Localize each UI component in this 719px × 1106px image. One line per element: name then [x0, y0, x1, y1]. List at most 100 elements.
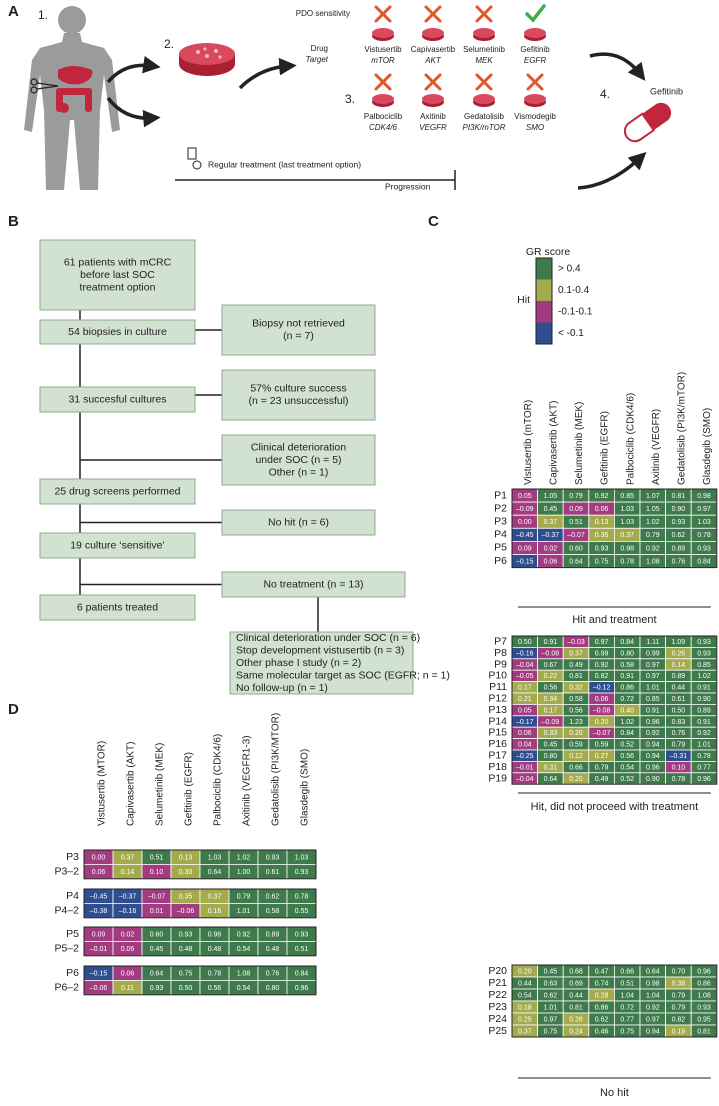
cell-value: 0.56: [208, 985, 222, 992]
cell-value: 0.85: [646, 696, 660, 703]
cell-value: 0.78: [697, 753, 711, 760]
main-box-text: 6 patients treated: [77, 601, 158, 613]
column-header: Gefitinib (EGFR): [600, 411, 611, 485]
cell-value: 0.93: [266, 855, 280, 862]
cross-stroke: [374, 5, 392, 23]
arrow: [589, 52, 646, 81]
group-label: Hit, did not proceed with treatment: [531, 801, 699, 813]
cell-value: 0.62: [595, 1016, 609, 1023]
cell-value: 0.50: [518, 639, 532, 646]
dish-icon: [524, 94, 546, 107]
insensitive-mark: [424, 5, 442, 23]
cell-value: 0.84: [697, 558, 711, 565]
cell-value: 0.97: [646, 673, 660, 680]
cell-value: 0.68: [569, 968, 583, 975]
cell-value: –0.07: [148, 894, 166, 901]
insensitive-mark: [424, 73, 442, 91]
cell-value: 0.96: [697, 968, 711, 975]
cell-value: 0.54: [237, 946, 251, 953]
cell-value: 0.72: [620, 696, 634, 703]
cell-value: 0.58: [266, 908, 280, 915]
row-label: P3–2: [54, 865, 79, 877]
pdo-sensitivity: PDO sensitivity: [296, 9, 350, 18]
cell-value: 0.98: [646, 980, 660, 987]
cell-value: 0.80: [544, 753, 558, 760]
cell-value: 0.44: [569, 992, 583, 999]
column-header: Axitinib (VEGFR): [651, 409, 662, 485]
cell-value: 0.24: [569, 1028, 583, 1035]
main-box-text: 31 succesful cultures: [68, 393, 166, 405]
legend-frame: [535, 257, 553, 345]
cell-value: –0.09: [516, 506, 534, 513]
row-label: P6: [66, 967, 79, 979]
cell-value: 0.66: [620, 968, 634, 975]
cross-stroke: [526, 73, 544, 91]
cell-value: 0.33: [544, 730, 558, 737]
cell-value: 1.09: [672, 639, 686, 646]
panel-label: D: [8, 701, 19, 718]
cell-value: 0.90: [672, 506, 686, 513]
step: 2.: [164, 37, 174, 51]
cell-value: 1.11: [646, 639, 659, 646]
row-label: P18: [488, 761, 507, 773]
side-box-text: Clinical deterioration: [251, 441, 346, 453]
cell-value: 1.08: [646, 558, 660, 565]
cell-value: –0.09: [542, 719, 560, 726]
cell-value: 0.58: [620, 662, 634, 669]
cell-value: 0.66: [569, 764, 583, 771]
dish-top: [473, 94, 495, 104]
drug-name: Axitinib: [420, 112, 446, 121]
main-box-text: 25 drug screens performed: [54, 485, 180, 497]
cell-value: 0.37: [121, 855, 135, 862]
dish-icon: [473, 94, 495, 107]
cell-value: 0.86: [697, 980, 711, 987]
cell-value: 0.93: [595, 545, 609, 552]
column-header: Selumetinib (MEK): [155, 743, 166, 826]
cell-value: 0.85: [697, 662, 711, 669]
organs: [56, 66, 93, 113]
main-box-text: 54 biopsies in culture: [68, 326, 167, 338]
arrow: [106, 96, 161, 128]
cell-value: 0.77: [697, 764, 711, 771]
cell-value: 0.94: [646, 753, 660, 760]
cell-value: 0.48: [179, 946, 193, 953]
cell-value: 0.49: [595, 776, 609, 783]
side-box: [221, 304, 376, 356]
cell-value: 0.26: [672, 650, 686, 657]
cell-value: –0.07: [567, 532, 585, 539]
column-header: Vistusertib (MTOR): [97, 741, 108, 826]
drug-name: Vistusertib: [364, 45, 402, 54]
cell-value: 0.97: [697, 506, 711, 513]
cell-value: 0.91: [544, 639, 558, 646]
cell-value: 0.62: [266, 894, 280, 901]
cell-value: 0.76: [672, 730, 686, 737]
cell-value: 0.96: [697, 776, 711, 783]
cell-value: 0.80: [620, 650, 634, 657]
row-label: P4–2: [54, 904, 79, 916]
cell-value: 0.69: [569, 980, 583, 987]
side-box-text: Same molecular target as SOC (EGFR; n = …: [236, 669, 450, 681]
row-label: P4: [66, 890, 79, 902]
cell-value: 0.56: [544, 685, 558, 692]
cell-value: 0.78: [697, 532, 711, 539]
cell-value: 0.13: [179, 855, 193, 862]
cell-value: 0.50: [179, 985, 193, 992]
cell-value: 0.19: [672, 1028, 686, 1035]
cell-value: 0.40: [620, 707, 634, 714]
side-box-text: under SOC (n = 5): [255, 454, 341, 466]
group-frame: [83, 849, 317, 880]
row-label: P14: [488, 715, 507, 727]
cell-value: 0.14: [121, 869, 135, 876]
cell-value: 1.04: [620, 992, 634, 999]
human-silhouette: [24, 6, 120, 190]
main-box-text: 19 culture ‘sensitive’: [70, 539, 165, 551]
cell-value: –0.06: [177, 908, 195, 915]
cell-value: 0.90: [646, 776, 660, 783]
cell-value: 0.44: [518, 980, 532, 987]
side-box-text: 57% culture success: [250, 383, 346, 395]
cell-value: –0.45: [516, 532, 534, 539]
cell-value: 0.16: [208, 908, 222, 915]
arrow: [577, 152, 647, 190]
cell-value: 0.64: [150, 971, 164, 978]
